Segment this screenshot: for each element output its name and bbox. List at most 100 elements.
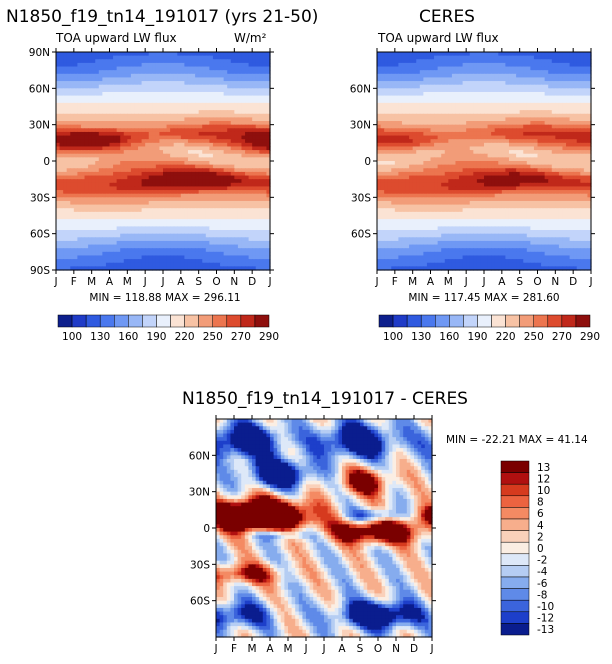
colorbar-box (500, 507, 530, 520)
x-tick-label: N (230, 276, 238, 288)
y-tick-label: 0 (364, 156, 371, 168)
y-tick-label: 60N (29, 83, 50, 95)
p2-cells (377, 52, 592, 271)
colorbar-box (240, 314, 256, 328)
colorbar-box (500, 518, 530, 531)
colorbar-box (500, 611, 530, 624)
x-tick-label: A (338, 643, 346, 655)
y-tick-label: 60N (350, 83, 371, 95)
y-tick-label: 60S (30, 229, 50, 241)
colorbar-box (85, 314, 101, 328)
colorbar-label: 250 (524, 331, 544, 343)
panel2-title: CERES (419, 7, 475, 27)
colorbar-box (500, 588, 530, 601)
x-tick-label: O (533, 276, 541, 288)
colorbar-label: 160 (118, 331, 138, 343)
y-tick-label: 30N (189, 487, 210, 499)
colorbar-box (406, 314, 422, 328)
x-tick-label: S (357, 643, 364, 655)
x-tick-label: A (427, 276, 435, 288)
x-tick-label: J (267, 276, 271, 288)
colorbar-box (500, 599, 530, 613)
panel2-colorbar: 100 130 160 190 220 250 270 290 (378, 314, 600, 343)
colorbar-label: -13 (537, 624, 554, 636)
x-tick-label: J (429, 643, 433, 655)
x-tick-label: A (106, 276, 114, 288)
x-tick-label: M (408, 276, 417, 288)
panel1-colorbar: 100 130 160 190 220 250 270 290 (57, 314, 279, 343)
colorbar-box (500, 576, 530, 589)
colorbar-box (420, 314, 436, 328)
panel3-title: N1850_f19_tn14_191017 - CERES (182, 389, 468, 409)
colorbar-box (547, 314, 563, 328)
x-tick-label: N (392, 643, 400, 655)
p3-cells (216, 419, 433, 638)
colorbar-box (500, 460, 530, 473)
colorbar-box (463, 314, 478, 328)
colorbar-label: 12 (537, 473, 550, 485)
colorbar-label: 190 (467, 331, 487, 343)
x-tick-label: A (266, 643, 274, 655)
x-tick-label: F (392, 276, 398, 288)
colorbar-label: 100 (62, 331, 82, 343)
y-tick-label: 30S (30, 192, 50, 204)
colorbar-label: 220 (496, 331, 516, 343)
colorbar-label: 290 (259, 331, 279, 343)
colorbar-box (170, 314, 185, 328)
colorbar-box (392, 314, 408, 328)
colorbar-box (184, 314, 199, 328)
x-tick-label: J (160, 276, 164, 288)
colorbar-label: 6 (537, 508, 544, 520)
x-tick-label: O (374, 643, 382, 655)
x-tick-label: M (87, 276, 96, 288)
colorbar-box (519, 314, 534, 328)
colorbar-box (575, 314, 591, 328)
x-tick-label: J (303, 643, 307, 655)
colorbar-label: 160 (439, 331, 459, 343)
x-tick-label: M (283, 643, 292, 655)
x-tick-label: D (569, 276, 577, 288)
colorbar-box (142, 314, 157, 328)
colorbar-box (114, 314, 129, 328)
colorbar-box (449, 314, 464, 328)
colorbar-label: 10 (537, 485, 550, 497)
x-tick-label: J (53, 276, 57, 288)
colorbar-label: 130 (411, 331, 431, 343)
x-tick-label: J (213, 643, 217, 655)
x-tick-label: M (247, 643, 256, 655)
panel1-title: N1850_f19_tn14_191017 (yrs 21-50) (6, 7, 318, 27)
colorbar-box (500, 553, 530, 566)
colorbar-label: 130 (90, 331, 110, 343)
y-tick-label: 30S (190, 559, 210, 571)
x-tick-label: M (123, 276, 132, 288)
colorbar-label: 13 (537, 462, 550, 474)
colorbar-label: 2 (537, 531, 544, 543)
colorbar-label: -8 (537, 589, 547, 601)
y-tick-label: 60N (189, 450, 210, 462)
y-tick-label: 60S (351, 229, 371, 241)
colorbar-label: 100 (383, 331, 403, 343)
colorbar-label: 4 (537, 520, 544, 532)
x-tick-label: F (231, 643, 237, 655)
y-tick-label: 30N (350, 120, 371, 132)
panel1-subtitle: TOA upward LW flux (55, 31, 177, 45)
colorbar-box (254, 314, 270, 328)
colorbar-box (500, 541, 530, 555)
x-tick-label: J (143, 276, 147, 288)
x-tick-label: S (516, 276, 523, 288)
y-tick-label: 90S (30, 265, 50, 277)
colorbar-box (491, 314, 506, 328)
colorbar-box (500, 565, 530, 578)
colorbar-label: 290 (580, 331, 600, 343)
colorbar-label: 190 (146, 331, 166, 343)
x-tick-label: A (498, 276, 506, 288)
colorbar-box (57, 314, 73, 328)
colorbar-box (128, 314, 143, 328)
colorbar-box (435, 314, 450, 328)
colorbar-label: 8 (537, 497, 544, 509)
colorbar-box (500, 530, 530, 543)
colorbar-box (500, 623, 530, 636)
colorbar-box (477, 314, 492, 328)
